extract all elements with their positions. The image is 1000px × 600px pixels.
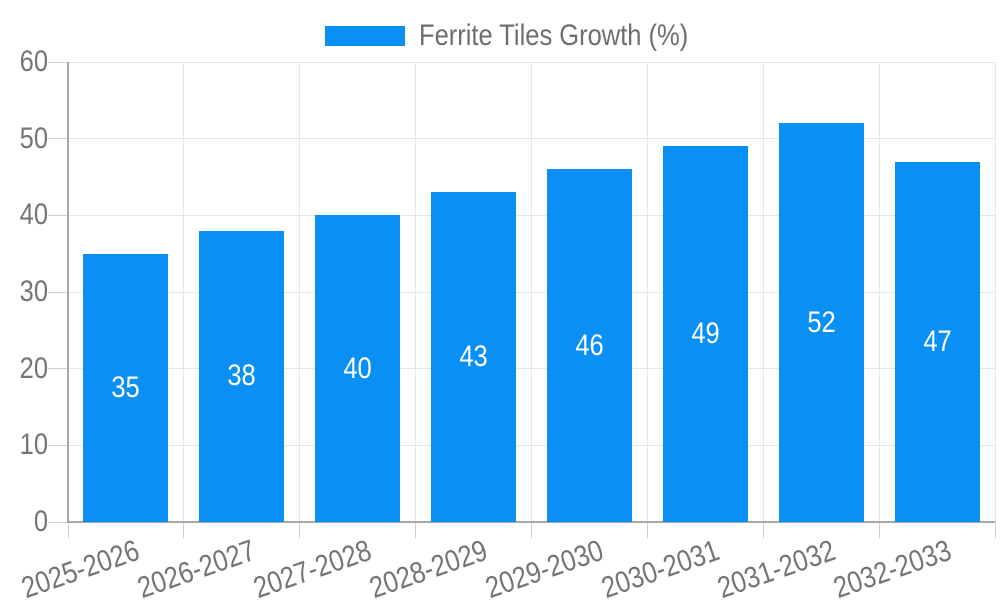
y-tick [48, 368, 68, 370]
y-axis-line [67, 62, 69, 522]
y-tick-label: 50 [19, 121, 48, 155]
x-tick-label: 2028-2029 [365, 534, 492, 600]
x-tick-label: 2027-2028 [249, 534, 376, 600]
legend-item[interactable]: Ferrite Tiles Growth (%) [325, 21, 736, 51]
x-tick [762, 522, 764, 538]
y-tick-label: 0 [33, 505, 48, 538]
v-gridline [994, 62, 996, 522]
x-tick [67, 522, 69, 538]
x-tick [878, 522, 880, 538]
x-tick-label: 2025-2026 [17, 534, 145, 600]
y-tick [48, 138, 68, 140]
x-axis-line [67, 521, 995, 523]
bar-value-label: 47 [922, 324, 952, 358]
bar-value-label: 35 [111, 370, 141, 404]
bar-value-label: 38 [227, 359, 256, 393]
bar-2032-2033[interactable]: 47 [894, 161, 980, 522]
y-tick [48, 521, 68, 523]
v-gridline [183, 62, 185, 522]
bar-2029-2030[interactable]: 46 [546, 169, 632, 522]
y-tick-label: 60 [19, 45, 48, 78]
bar-2031-2032[interactable]: 52 [778, 123, 864, 522]
x-tick [183, 522, 185, 538]
x-tick-label: 2031-2032 [713, 534, 840, 600]
v-gridline [299, 62, 301, 522]
bar-value-label: 49 [691, 317, 720, 351]
x-tick [415, 522, 417, 538]
v-gridline [415, 62, 417, 522]
y-tick [48, 444, 68, 446]
y-tick-label: 40 [19, 198, 48, 232]
x-tick [531, 522, 532, 538]
bar-2027-2028[interactable]: 40 [315, 215, 401, 522]
y-tick-label: 20 [19, 351, 48, 385]
x-tick [646, 522, 648, 538]
bar-2028-2029[interactable]: 43 [431, 192, 517, 522]
bar-value-label: 40 [343, 351, 372, 385]
y-tick [48, 291, 68, 293]
v-gridline [531, 62, 532, 522]
v-gridline [878, 62, 880, 522]
x-tick-label: 2026-2027 [133, 534, 260, 600]
x-tick-label: 2030-2031 [597, 534, 724, 600]
bar-2030-2031[interactable]: 49 [662, 146, 748, 522]
y-tick-label: 30 [19, 275, 48, 308]
legend-label: Ferrite Tiles Growth (%) [419, 19, 689, 52]
v-gridline [646, 62, 648, 522]
legend-swatch-icon [325, 26, 405, 46]
x-tick [994, 522, 996, 538]
y-tick [48, 61, 68, 63]
bar-2025-2026[interactable]: 35 [83, 253, 169, 522]
x-tick-label: 2032-2033 [829, 534, 956, 600]
y-tick-label: 10 [19, 428, 48, 462]
v-gridline [762, 62, 764, 522]
bar-value-label: 46 [575, 328, 604, 362]
y-tick [48, 214, 68, 216]
bar-value-label: 43 [459, 340, 488, 374]
bar-value-label: 52 [807, 305, 836, 339]
x-tick-label: 2029-2030 [481, 534, 608, 600]
legend: Ferrite Tiles Growth (%) [325, 21, 736, 51]
bar-2026-2027[interactable]: 38 [199, 230, 285, 522]
x-tick [299, 522, 301, 538]
